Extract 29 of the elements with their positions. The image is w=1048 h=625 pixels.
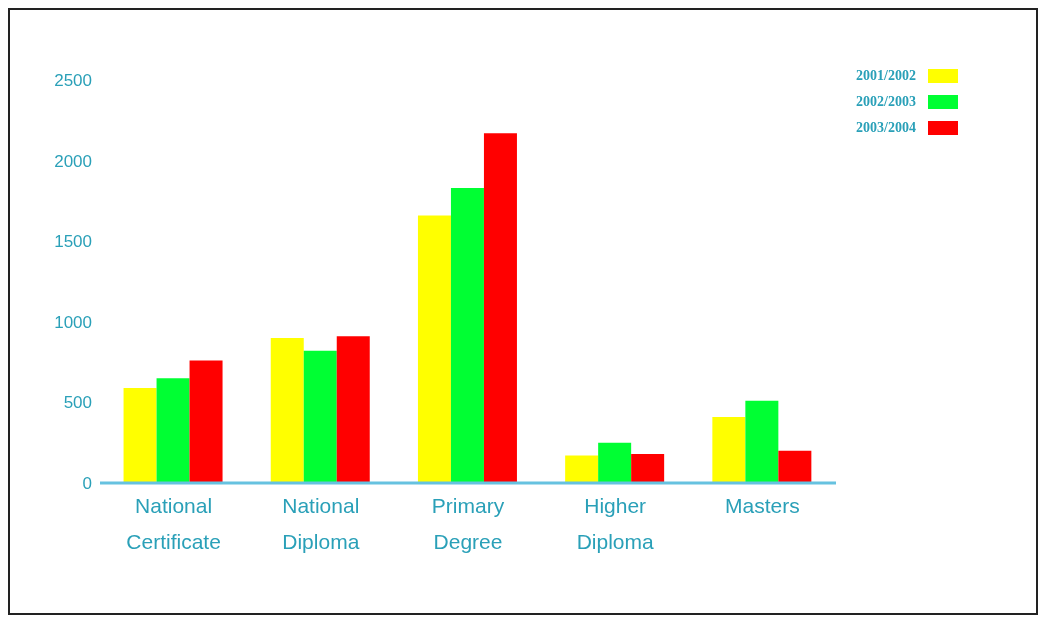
y-tick-label: 1000 xyxy=(54,312,92,332)
bar xyxy=(712,416,746,483)
bar xyxy=(417,215,451,483)
x-tick-label: Masters xyxy=(725,494,800,517)
y-tick-label: 2500 xyxy=(54,71,92,91)
bar xyxy=(631,453,665,483)
y-tick-label: 1500 xyxy=(54,232,92,252)
x-tick-label: Higher Diploma xyxy=(576,494,655,553)
bar xyxy=(336,336,370,483)
bar xyxy=(450,188,484,483)
x-tick-label: National Certificate xyxy=(126,494,221,553)
bar xyxy=(745,400,779,483)
bar xyxy=(270,337,304,483)
legend-label: 2002/2003 xyxy=(856,94,916,110)
bar xyxy=(565,455,599,483)
y-tick-label: 2000 xyxy=(54,151,92,171)
bar xyxy=(303,350,337,483)
bar xyxy=(778,450,812,483)
bar xyxy=(156,378,190,483)
bar xyxy=(189,360,223,483)
legend-label: 2003/2004 xyxy=(856,120,916,136)
x-tick-label: National Diploma xyxy=(282,494,360,553)
y-tick-label: 500 xyxy=(63,393,92,413)
legend-label: 2001/2002 xyxy=(856,68,916,84)
x-tick-label: Primary Degree xyxy=(431,494,505,553)
y-tick-label: 0 xyxy=(82,474,92,494)
bar xyxy=(123,387,157,483)
bar xyxy=(598,442,632,483)
bar xyxy=(483,133,517,483)
